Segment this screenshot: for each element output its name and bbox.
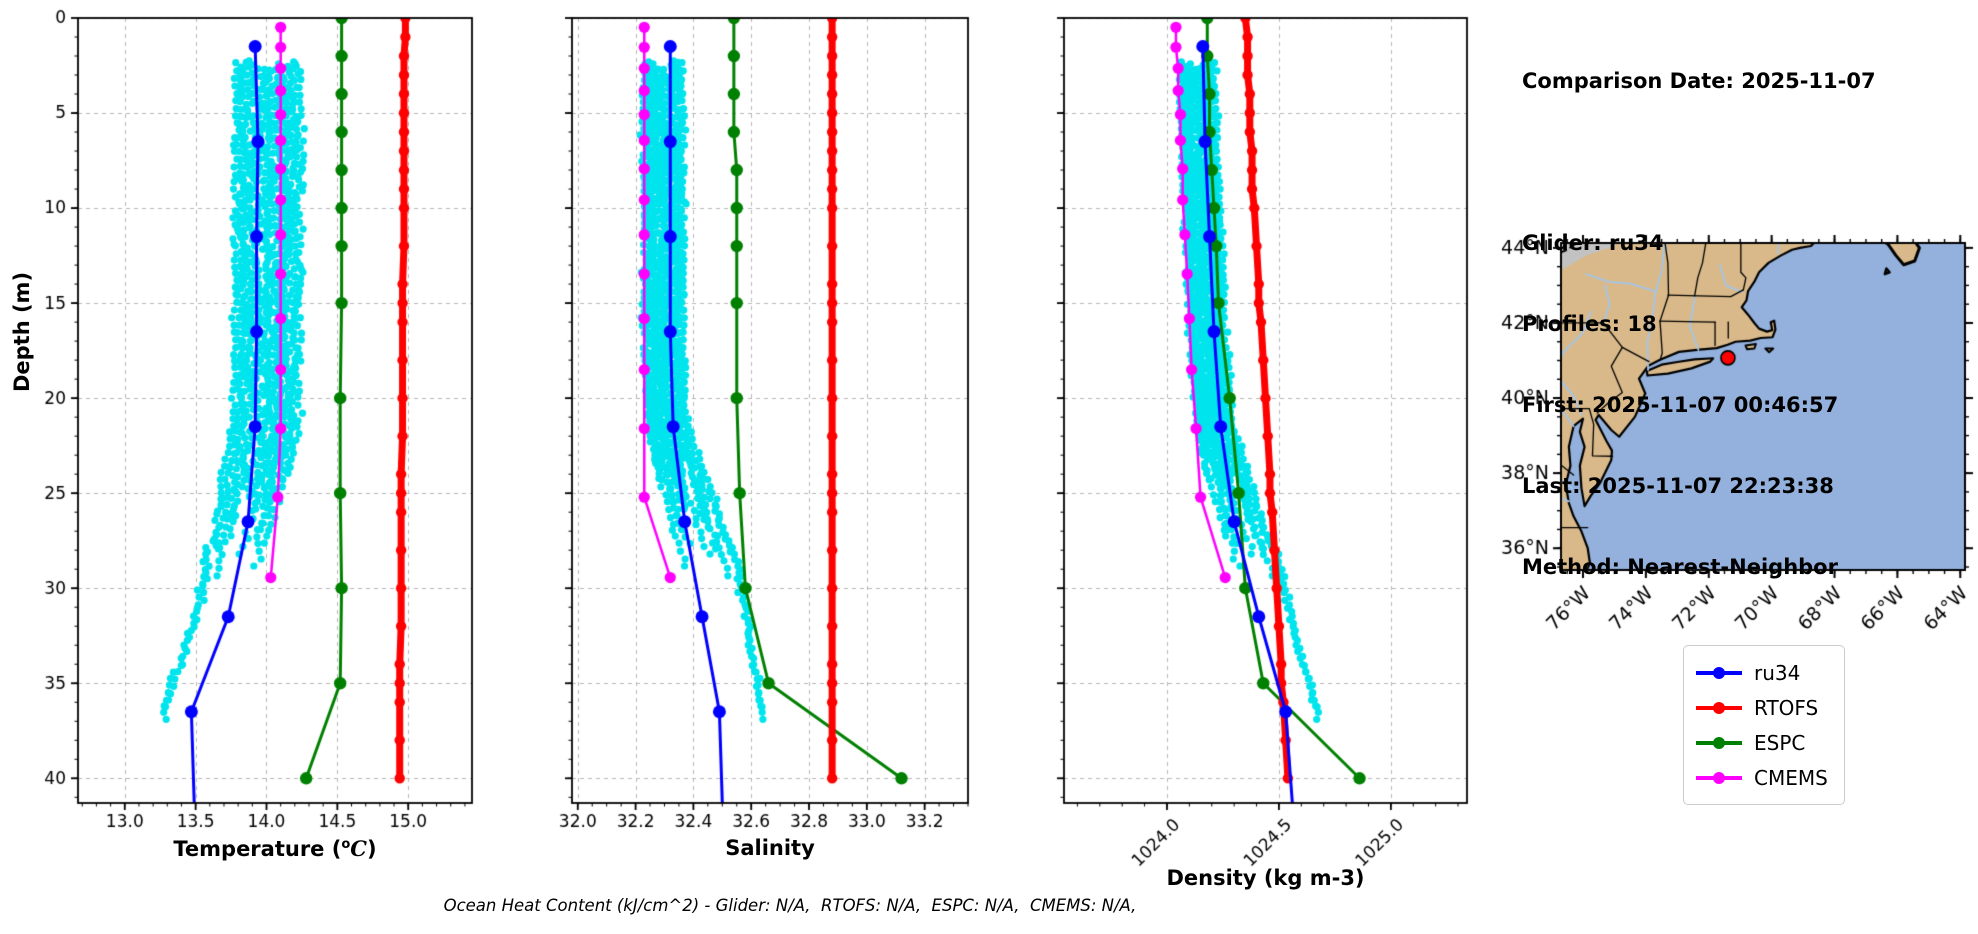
density-axis-title: Density (kg m-3) (1166, 866, 1365, 890)
comparison-date-text: Comparison Date: 2025-11-07 (1522, 69, 1876, 93)
profiles-count-text: Profiles: 18 (1522, 312, 1657, 336)
temperature-axis-title-sup: o (341, 837, 351, 852)
cmems-line-marker-icon (1696, 771, 1742, 785)
rtofs-line-marker-icon (1696, 701, 1742, 715)
ocean-heat-content-text: Ocean Heat Content (kJ/cm^2) - Glider: N… (443, 896, 1137, 915)
temperature-axis-title-c: C (350, 836, 367, 861)
ru34-line-marker-icon (1696, 666, 1742, 680)
temperature-axis-title: Temperature (oC) (78, 836, 472, 861)
info-spacer (1522, 149, 1876, 176)
legend-item-ru34: ru34 (1696, 655, 1828, 690)
legend-label: ESPC (1754, 730, 1806, 755)
espc-line-marker-icon (1696, 736, 1742, 750)
legend-item-rtofs: RTOFS (1696, 690, 1828, 725)
salinity-axis-title: Salinity (725, 836, 815, 860)
last-profile-time-text: Last: 2025-11-07 22:23:38 (1522, 474, 1834, 498)
legend-label: ru34 (1754, 660, 1801, 685)
temperature-axis-title-pre: Temperature ( (173, 837, 342, 861)
map-legend: ru34 RTOFS ESPC CMEMS (1683, 645, 1845, 805)
glider-name-text: Glider: ru34 (1522, 231, 1664, 255)
method-text: Method: Nearest-Neighbor (1522, 555, 1838, 579)
legend-label: RTOFS (1754, 695, 1819, 720)
legend-label: CMEMS (1754, 765, 1828, 790)
temperature-axis-title-close: ) (367, 837, 377, 861)
legend-item-cmems: CMEMS (1696, 760, 1828, 795)
first-profile-time-text: First: 2025-11-07 00:46:57 (1522, 393, 1839, 417)
comparison-info-block: Comparison Date: 2025-11-07 Glider: ru34… (1522, 14, 1876, 635)
depth-axis-label: Depth (m) (10, 271, 34, 393)
legend-item-espc: ESPC (1696, 725, 1828, 760)
